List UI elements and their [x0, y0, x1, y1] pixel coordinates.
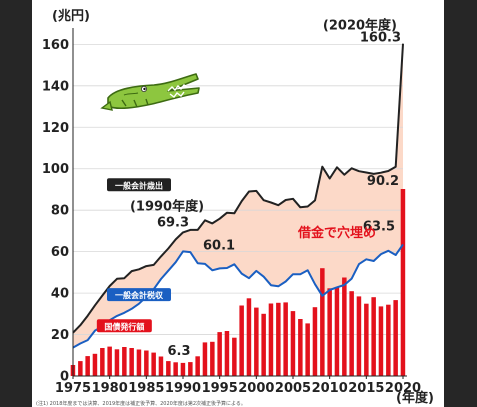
bar-1983: [129, 348, 134, 376]
x-unit-label: (年度): [396, 390, 434, 406]
bar-2015: [364, 303, 369, 376]
bar-1994: [210, 341, 215, 376]
x-tick-label: 1995: [202, 381, 238, 396]
series-label: 国債発行額: [104, 321, 144, 331]
y-tick-label: 80: [51, 204, 69, 219]
bar-1977: [85, 356, 90, 376]
bar-1989: [173, 362, 178, 376]
bar-2010: [327, 288, 332, 376]
line-expenditure: [72, 43, 404, 334]
y-tick-label: 160: [42, 38, 69, 53]
grid: [73, 43, 403, 335]
bar-2000: [254, 307, 259, 376]
line-tax-revenue: [72, 243, 404, 349]
bars-bond-issuance: [70, 189, 406, 376]
bar-2007: [305, 323, 310, 376]
bar-2008: [312, 307, 318, 376]
bar-1978: [92, 353, 98, 376]
annotations: (2020年度)160.3 90.2 63.5 (1990年度)69.3 60.1 6.3…: [130, 18, 401, 359]
bar-1997: [232, 337, 237, 376]
y-tick-label: 20: [51, 328, 69, 343]
series-label: 一般会計歳出: [115, 180, 163, 190]
y-tick-label: 140: [42, 79, 69, 94]
annotation: 90.2: [367, 174, 399, 189]
bar-1999: [246, 298, 252, 376]
bar-2014: [356, 296, 362, 376]
series-label: 一般会計税収: [115, 290, 164, 300]
bar-2006: [298, 319, 303, 376]
bar-1979: [100, 348, 105, 376]
y-tick-label: 120: [42, 121, 69, 136]
series-label-box: [107, 178, 171, 192]
bar-1998: [239, 305, 244, 376]
bar-1985: [144, 350, 149, 376]
bar-2003: [276, 302, 281, 376]
x-tick-label: 2015: [348, 381, 384, 396]
bar-2002: [268, 303, 274, 376]
bar-2018: [386, 304, 391, 376]
bar-1995: [217, 332, 222, 376]
y-tick-label: 40: [51, 287, 69, 302]
y-tick-label: 60: [51, 245, 69, 260]
annotation: 69.3: [157, 215, 189, 230]
annotation: 60.1: [203, 238, 235, 253]
bar-1993: [202, 342, 208, 376]
x-tick-label: 1980: [92, 381, 128, 396]
y-tick-label: 0: [60, 370, 69, 385]
footnote: (注1) 2018年度までは決算、2019年度は補正後予算、2020年度は第2次…: [36, 400, 246, 407]
bar-1982: [122, 347, 127, 376]
x-tick-label: 2005: [275, 381, 311, 396]
bar-1986: [151, 352, 156, 376]
bar-1987: [158, 356, 164, 376]
bar-2011: [334, 287, 340, 376]
x-tick-label: 1990: [165, 381, 201, 396]
bar-1981: [114, 349, 120, 376]
bar-2013: [349, 291, 354, 376]
x-tick-label: 1985: [128, 381, 164, 396]
annotation: (1990年度): [130, 198, 204, 214]
x-tick-label: 2020: [385, 381, 421, 396]
bar-2019: [393, 300, 398, 376]
bar-1988: [166, 361, 171, 376]
y-unit-label: (兆円): [52, 8, 90, 24]
bar-1990: [180, 362, 186, 376]
bar-2012: [342, 277, 347, 376]
x-tick-label: 2010: [312, 381, 348, 396]
bar-1980: [107, 346, 112, 376]
x-tick-label: 2000: [238, 381, 274, 396]
bar-2001: [261, 313, 266, 376]
series-label-box: [96, 319, 152, 333]
bar-1991: [188, 362, 193, 376]
bar-1976: [78, 361, 83, 376]
annotation: 借金で穴埋め: [297, 225, 376, 241]
bar-2004: [283, 302, 288, 376]
annotation: 160.3: [360, 31, 401, 46]
bar-2009: [320, 268, 325, 376]
annotation: (2020年度): [323, 18, 397, 34]
y-tick-label: 100: [42, 162, 69, 177]
bar-2017: [378, 306, 384, 376]
bar-1996: [224, 331, 230, 376]
annotation: 6.3: [167, 344, 190, 359]
crocodile-icon: [100, 73, 200, 111]
bar-2020: [400, 189, 406, 376]
lines: [72, 43, 404, 349]
series-label-box: [107, 288, 171, 302]
bar-1992: [195, 356, 200, 376]
annotation: 63.5: [363, 219, 395, 234]
bar-2005: [290, 311, 296, 376]
axes: 0 20 40 60 80 100 120 140 160 1975 1980 1985 1990 199…: [42, 8, 434, 406]
x-tick-label: 1975: [55, 381, 91, 396]
bar-1984: [136, 349, 142, 376]
bar-2016: [371, 297, 376, 376]
